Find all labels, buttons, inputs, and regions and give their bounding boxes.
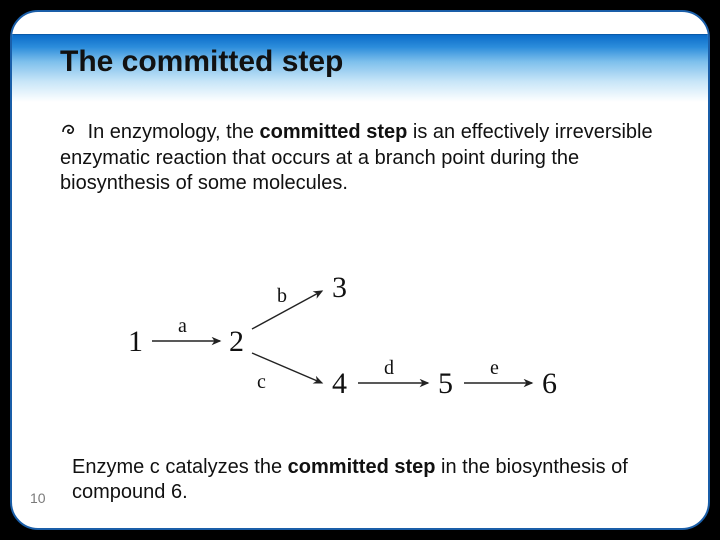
page-number: 10 bbox=[30, 490, 46, 506]
footer-prefix: Enzyme c catalyzes the bbox=[72, 456, 288, 478]
node-2: 2 bbox=[229, 325, 244, 359]
edge-label-d: d bbox=[384, 357, 394, 380]
bullet-swirl-icon bbox=[60, 120, 80, 140]
pathway-diagram: a b c d e 1 2 3 4 5 6 bbox=[122, 267, 592, 407]
node-4: 4 bbox=[332, 367, 347, 401]
body-prefix: In enzymology, the bbox=[88, 121, 260, 143]
node-1: 1 bbox=[128, 325, 143, 359]
edge-label-b: b bbox=[277, 285, 287, 308]
edge-label-c: c bbox=[257, 371, 266, 394]
node-6: 6 bbox=[542, 367, 557, 401]
title-banner: The committed step bbox=[12, 34, 708, 102]
slide-title: The committed step bbox=[60, 45, 343, 79]
footer-paragraph: Enzyme c catalyzes the committed step in… bbox=[72, 455, 668, 506]
body-paragraph: In enzymology, the committed step is an … bbox=[60, 120, 668, 197]
edge-b bbox=[252, 291, 322, 329]
footer-bold: committed step bbox=[288, 456, 436, 478]
node-5: 5 bbox=[438, 367, 453, 401]
edge-label-e: e bbox=[490, 357, 499, 380]
node-3: 3 bbox=[332, 271, 347, 305]
body-bold: committed step bbox=[260, 121, 408, 143]
diagram-svg bbox=[122, 267, 592, 407]
slide-frame: The committed step In enzymology, the co… bbox=[10, 10, 710, 530]
edge-label-a: a bbox=[178, 315, 187, 338]
